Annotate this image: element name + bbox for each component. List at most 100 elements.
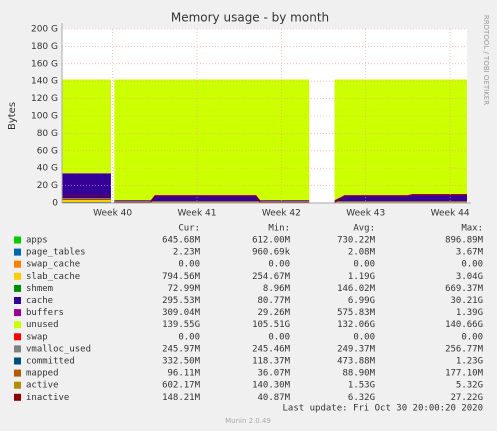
legend-swatch xyxy=(14,333,21,341)
legend-name: swap_cache xyxy=(26,260,80,270)
legend-value: 612.00M xyxy=(252,236,291,246)
legend-value: 3.04G xyxy=(456,272,483,282)
column-header: Cur: xyxy=(178,224,200,234)
legend-value: 473.88M xyxy=(337,357,376,367)
legend-value: 295.53M xyxy=(162,296,201,306)
legend-name: committed xyxy=(26,357,75,367)
line-inactive xyxy=(334,194,467,203)
x-tick-label: Week 44 xyxy=(431,209,470,219)
y-tick-label: 80 G xyxy=(37,129,58,139)
legend-value: 30.21G xyxy=(450,296,483,306)
y-tick-label: 20 G xyxy=(37,181,58,191)
legend-swatch xyxy=(14,272,21,280)
legend-value: 1.19G xyxy=(348,272,375,282)
legend-value: 245.46M xyxy=(252,344,291,354)
legend-swatch xyxy=(14,309,21,317)
legend-name: shmem xyxy=(26,284,53,294)
legend-value: 794.56M xyxy=(162,272,201,282)
legend-value: 148.21M xyxy=(162,393,201,403)
legend-value: 105.51G xyxy=(252,320,290,330)
area-buffers xyxy=(334,194,467,201)
legend-value: 29.26M xyxy=(257,308,290,318)
area-unused xyxy=(62,79,111,174)
y-tick-label: 160 G xyxy=(31,59,58,69)
area-cache xyxy=(62,173,111,200)
legend-swatch xyxy=(14,236,21,244)
legend-value: 602.17M xyxy=(162,381,201,391)
legend-swatch xyxy=(14,284,21,292)
legend-value: 5.32G xyxy=(456,381,483,391)
legend-value: 118.37M xyxy=(252,357,291,367)
legend-value: 140.30M xyxy=(252,381,291,391)
legend-value: 132.06G xyxy=(337,320,375,330)
legend-name: active xyxy=(26,381,59,391)
column-header: Max: xyxy=(461,224,483,234)
area-slab_cache xyxy=(62,199,111,203)
y-tick-label: 60 G xyxy=(37,146,58,156)
legend-value: 0.00 xyxy=(178,332,200,342)
legend-name: inactive xyxy=(26,393,69,403)
y-tick-label: 120 G xyxy=(31,94,58,104)
legend-value: 27.22G xyxy=(450,393,483,403)
x-tick-label: Week 40 xyxy=(93,209,132,219)
legend-name: cache xyxy=(26,296,53,306)
area-unused xyxy=(114,79,310,201)
legend-swatch xyxy=(14,369,21,377)
x-tick-label: Week 41 xyxy=(178,209,217,219)
legend-value: 730.22M xyxy=(337,236,376,246)
legend-swatch xyxy=(14,393,21,401)
legend-value: 96.11M xyxy=(167,369,200,379)
legend-value: 177.10M xyxy=(445,369,484,379)
y-tick-label: 100 G xyxy=(31,112,58,122)
legend-value: 896.89M xyxy=(445,236,484,246)
legend-name: unused xyxy=(26,320,59,330)
y-tick-label: 200 G xyxy=(31,25,58,35)
legend-value: 0.00 xyxy=(461,332,483,342)
legend-swatch xyxy=(14,381,21,389)
legend-value: 80.77M xyxy=(257,296,290,306)
legend-value: 575.83M xyxy=(337,308,376,318)
legend-swatch xyxy=(14,297,21,304)
legend-value: 0.00 xyxy=(353,332,375,342)
legend-value: 2.23M xyxy=(173,248,201,258)
column-header: Min: xyxy=(268,224,290,234)
legend-value: 139.55G xyxy=(162,320,200,330)
legend-value: 0.00 xyxy=(178,260,200,270)
legend-value: 140.66G xyxy=(445,320,483,330)
legend-swatch xyxy=(14,321,21,329)
legend-value: 6.32G xyxy=(348,393,375,403)
legend-value: 6.99G xyxy=(348,296,375,306)
legend-value: 36.07M xyxy=(257,369,290,379)
legend-value: 40.87M xyxy=(257,393,290,403)
legend-name: page_tables xyxy=(26,248,86,258)
legend-swatch xyxy=(14,260,21,268)
legend-name: apps xyxy=(26,236,48,246)
legend-value: 0.00 xyxy=(268,260,290,270)
legend-name: slab_cache xyxy=(26,272,80,282)
legend-value: 0.00 xyxy=(268,332,290,342)
legend-value: 1.23G xyxy=(456,357,483,367)
legend-value: 2.08M xyxy=(348,248,376,258)
legend-value: 0.00 xyxy=(353,260,375,270)
legend-swatch xyxy=(14,357,21,365)
y-tick-label: 140 G xyxy=(31,77,58,87)
legend-value: 332.50M xyxy=(162,357,201,367)
y-axis-label: Bytes xyxy=(7,102,18,130)
legend-value: 669.37M xyxy=(445,284,484,294)
legend-name: vmalloc_used xyxy=(26,344,91,354)
legend-value: 3.67M xyxy=(456,248,484,258)
legend-value: 1.39G xyxy=(456,308,483,318)
y-tick-label: 180 G xyxy=(31,42,58,52)
legend-name: swap xyxy=(26,332,48,342)
side-note: RRDTOOL / TOBI OETIKER xyxy=(482,15,490,105)
area-unused xyxy=(334,79,467,201)
legend-value: 245.97M xyxy=(162,344,201,354)
legend-value: 249.37M xyxy=(337,344,376,354)
legend-value: 72.99M xyxy=(167,284,200,294)
legend-value: 960.69k xyxy=(252,248,291,258)
legend-value: 1.53G xyxy=(348,381,375,391)
y-tick-label: 0 xyxy=(52,199,58,209)
legend-value: 146.02M xyxy=(337,284,376,294)
version: Munin 2.0.49 xyxy=(225,417,271,425)
legend-value: 256.77M xyxy=(445,344,484,354)
